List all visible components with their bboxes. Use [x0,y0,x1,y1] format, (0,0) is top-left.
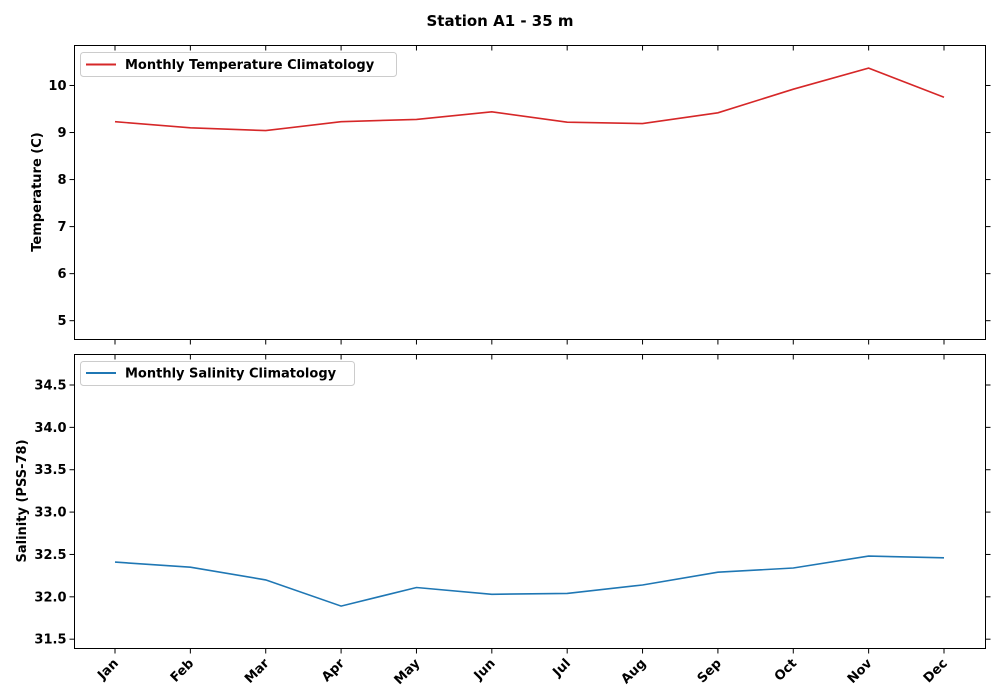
month-label-feb: Feb [168,656,197,685]
month-label-jun: Jun [471,656,499,684]
temperature-series [114,67,945,132]
month-label-may: May [392,656,424,688]
month-label-nov: Nov [845,656,876,687]
month-label-aug: Aug [619,656,650,687]
month-label-mar: Mar [242,656,273,687]
salinity-ytick-label: 33.5 [34,463,66,478]
salinity-y-axis-label: Salinity (PSS-78) [15,439,30,562]
temperature-y-axis-label: Temperature (C) [30,132,45,251]
temperature-y-ticks: 5 6 7 8 9 10 [48,79,991,329]
month-label-jan: Jan [94,656,121,683]
temperature-ytick-label: 7 [57,220,66,235]
salinity-ytick-label: 31.5 [34,633,66,648]
chart-title: Station A1 - 35 m [426,12,573,30]
salinity-ytick-label: 34.0 [34,421,66,436]
temperature-ytick-label: 6 [57,267,66,282]
temperature-series-line [114,67,945,132]
month-label-sep: Sep [695,656,725,686]
temperature-ytick-label: 8 [57,173,66,188]
temperature-legend-label: Monthly Temperature Climatology [125,58,375,73]
temperature-ytick-label: 9 [57,126,66,141]
month-label-jul: Jul [550,656,574,680]
month-tick-labels: Jan Feb Mar Apr May Jun Jul Aug Sep Oct Nov Dec [94,656,950,688]
salinity-ytick-label: 32.0 [34,590,66,605]
salinity-y-ticks: 31.5 32.0 32.5 33.0 33.5 34.0 34.5 [34,379,991,648]
salinity-series [114,555,945,607]
salinity-series-line [114,555,945,607]
salinity-ytick-label: 33.0 [34,506,66,521]
salinity-legend-box [80,361,355,386]
month-label-apr: Apr [319,656,348,685]
temperature-panel: Temperature (C) 5 6 7 8 9 10 Monthly Temperat… [30,45,991,345]
salinity-legend: Monthly Salinity Climatology [80,361,355,386]
salinity-ytick-label: 34.5 [34,379,66,394]
month-label-dec: Dec [921,656,951,686]
salinity-axes-frame [74,354,986,649]
temperature-legend-box [80,52,397,77]
month-label-oct: Oct [772,656,800,684]
temperature-axes-frame [74,45,986,340]
temperature-legend: Monthly Temperature Climatology [80,52,397,77]
temperature-x-ticks [114,45,945,345]
temperature-ytick-label: 5 [57,314,66,329]
salinity-legend-label: Monthly Salinity Climatology [125,367,337,382]
salinity-ytick-label: 32.5 [34,548,66,563]
salinity-panel: Salinity (PSS-78) 31.5 32.0 32.5 33.0 33.5 34… [15,354,991,654]
temperature-ytick-label: 10 [48,79,66,94]
salinity-x-ticks [114,354,945,654]
